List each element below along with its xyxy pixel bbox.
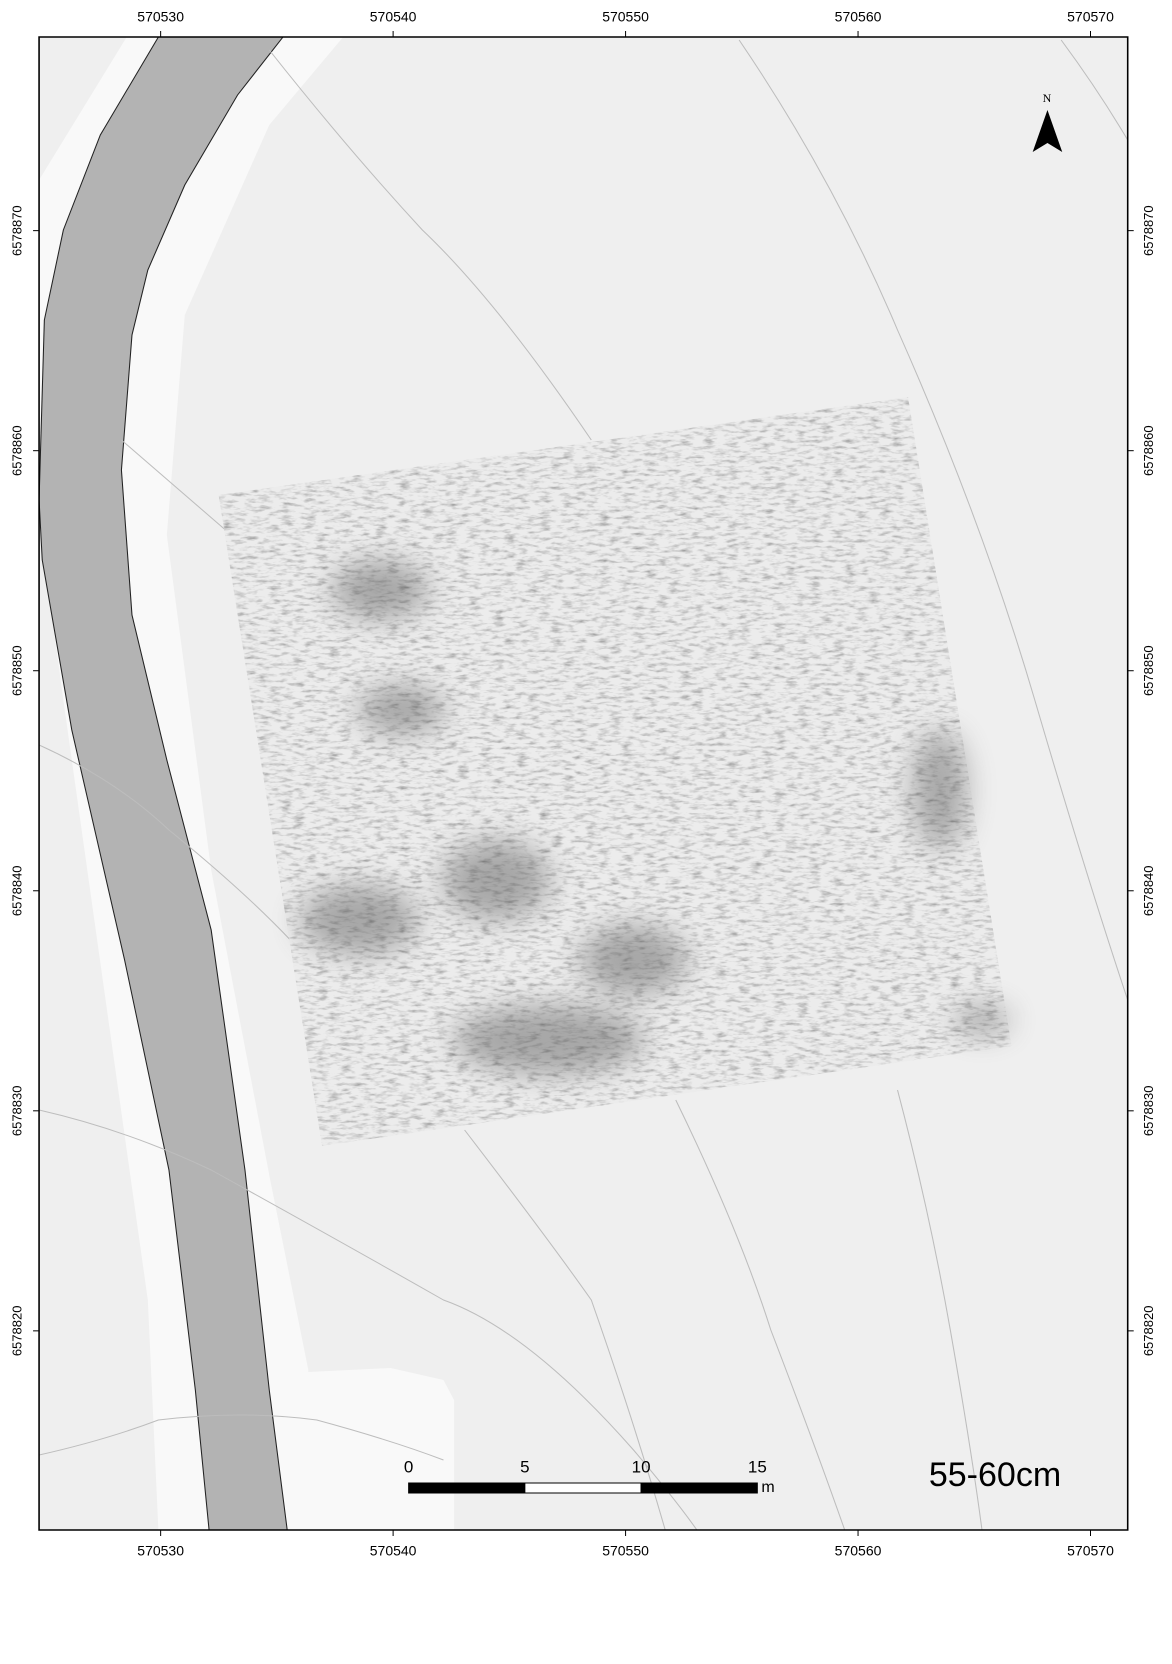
x-tick-label: 570560 bbox=[835, 1543, 882, 1559]
y-tick-label: 6578840 bbox=[1141, 865, 1156, 916]
map: N 55-60cm 570530 570530 570540 570540 570550… bbox=[0, 0, 1172, 1664]
y-tick-label: 6578820 bbox=[1141, 1306, 1156, 1357]
y-tick-label: 6578870 bbox=[1141, 205, 1156, 256]
x-tick-label: 570560 bbox=[835, 9, 882, 25]
map-content bbox=[39, 37, 1128, 1530]
y-tick-label: 6578870 bbox=[9, 205, 24, 256]
scale-bar-segment bbox=[525, 1483, 641, 1493]
y-tick-label: 6578850 bbox=[1141, 645, 1156, 696]
y-tick-label: 6578830 bbox=[1141, 1086, 1156, 1137]
scale-bar-segment bbox=[641, 1483, 757, 1493]
scale-bar-segment bbox=[409, 1483, 525, 1493]
scale-bar-label: 0 bbox=[404, 1457, 413, 1476]
y-tick-label: 6578860 bbox=[1141, 425, 1156, 476]
x-tick-label: 570550 bbox=[602, 9, 649, 25]
scale-bar-unit: m bbox=[761, 1479, 774, 1496]
x-tick-label: 570550 bbox=[602, 1543, 649, 1559]
x-tick-label: 570530 bbox=[137, 9, 184, 25]
x-tick-label: 570570 bbox=[1067, 1543, 1114, 1559]
y-tick-label: 6578860 bbox=[9, 425, 24, 476]
depth-label: 55-60cm bbox=[929, 1456, 1061, 1494]
page: {"map": { "xlim": [570524.77, 570571.6],… bbox=[0, 0, 1172, 1664]
scale-bar-label: 10 bbox=[632, 1457, 651, 1476]
north-label: N bbox=[1043, 91, 1052, 105]
y-tick-label: 6578830 bbox=[9, 1086, 24, 1137]
y-tick-label: 6578840 bbox=[9, 865, 24, 916]
scale-bar-label: 15 bbox=[748, 1457, 767, 1476]
scale-bar-label: 5 bbox=[520, 1457, 529, 1476]
x-tick-label: 570540 bbox=[370, 9, 417, 25]
x-tick-label: 570540 bbox=[370, 1543, 417, 1559]
survey-raster bbox=[219, 397, 1012, 1146]
y-tick-label: 6578820 bbox=[9, 1306, 24, 1357]
map-layers bbox=[39, 37, 1128, 1530]
x-tick-label: 570530 bbox=[137, 1543, 184, 1559]
x-tick-label: 570570 bbox=[1067, 9, 1114, 25]
y-tick-label: 6578850 bbox=[9, 645, 24, 696]
